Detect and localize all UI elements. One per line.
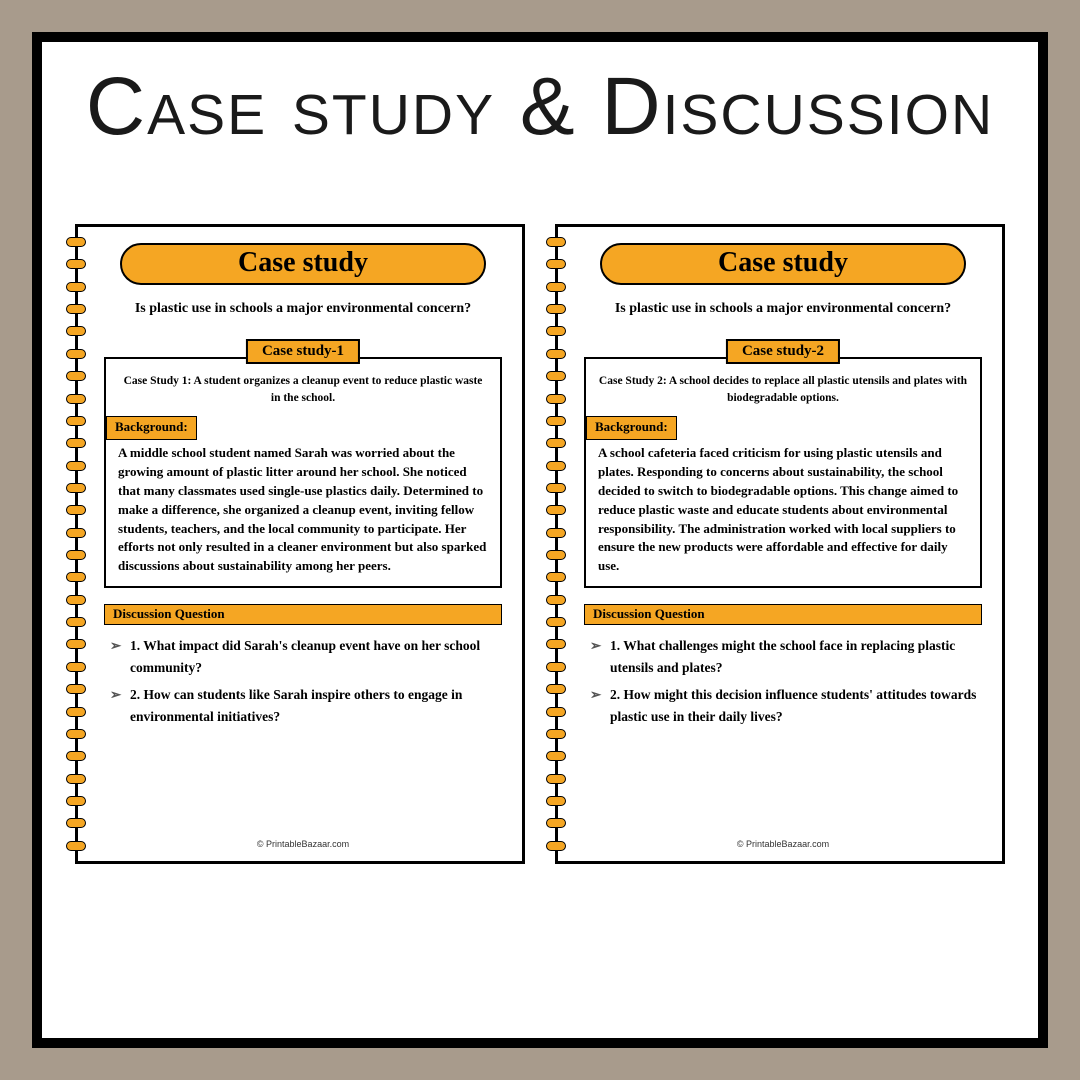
spiral-ring-icon (546, 528, 566, 538)
sheets-row: Case study Is plastic use in schools a m… (42, 224, 1038, 864)
spiral-ring-icon (546, 796, 566, 806)
case-summary: Case Study 1: A student organizes a clea… (118, 373, 488, 406)
background-text: A school cafeteria faced criticism for u… (598, 444, 968, 576)
spiral-ring-icon (546, 461, 566, 471)
spiral-ring-icon (546, 349, 566, 359)
spiral-ring-icon (546, 729, 566, 739)
spiral-ring-icon (546, 841, 566, 851)
spiral-ring-icon (66, 528, 86, 538)
spiral-ring-icon (66, 751, 86, 761)
question-list: 1. What challenges might the school face… (584, 635, 982, 733)
spiral-ring-icon (546, 572, 566, 582)
spiral-ring-icon (546, 483, 566, 493)
spiral-ring-icon (66, 237, 86, 247)
spiral-ring-icon (546, 237, 566, 247)
background-label: Background: (106, 416, 197, 440)
spiral-ring-icon (66, 617, 86, 627)
worksheet-subtitle: Is plastic use in schools a major enviro… (584, 301, 982, 317)
spiral-ring-icon (66, 595, 86, 605)
page-title: Case study & Discussion (42, 60, 1038, 154)
spiral-ring-icon (66, 639, 86, 649)
spiral-ring-icon (66, 729, 86, 739)
spiral-ring-icon (66, 550, 86, 560)
question-item: 1. What challenges might the school face… (590, 635, 978, 678)
banner-title: Case study (120, 243, 486, 285)
spiral-ring-icon (66, 416, 86, 426)
spiral-ring-icon (546, 371, 566, 381)
spiral-ring-icon (66, 707, 86, 717)
spiral-ring-icon (66, 662, 86, 672)
spiral-binding (66, 237, 90, 851)
spiral-ring-icon (66, 684, 86, 694)
worksheet-subtitle: Is plastic use in schools a major enviro… (104, 301, 502, 317)
main-frame: Case study & Discussion Case study Is pl… (32, 32, 1048, 1048)
spiral-ring-icon (546, 416, 566, 426)
spiral-ring-icon (66, 841, 86, 851)
spiral-ring-icon (546, 438, 566, 448)
worksheet-1: Case study Is plastic use in schools a m… (75, 224, 525, 864)
question-list: 1. What impact did Sarah's cleanup event… (104, 635, 502, 733)
spiral-ring-icon (546, 394, 566, 404)
spiral-ring-icon (66, 483, 86, 493)
spiral-ring-icon (546, 282, 566, 292)
case-box-label: Case study-1 (246, 339, 360, 364)
spiral-ring-icon (66, 394, 86, 404)
spiral-ring-icon (66, 304, 86, 314)
spiral-ring-icon (66, 438, 86, 448)
case-box-wrap: Case study-1 Case Study 1: A student org… (104, 357, 502, 588)
spiral-ring-icon (66, 461, 86, 471)
question-item: 2. How might this decision influence stu… (590, 684, 978, 727)
spiral-ring-icon (546, 774, 566, 784)
spiral-ring-icon (66, 371, 86, 381)
discussion-label: Discussion Question (584, 604, 982, 625)
spiral-ring-icon (66, 796, 86, 806)
spiral-ring-icon (66, 505, 86, 515)
background-text: A middle school student named Sarah was … (118, 444, 488, 576)
spiral-ring-icon (66, 818, 86, 828)
background-label: Background: (586, 416, 677, 440)
worksheet-2-inner: Case study Is plastic use in schools a m… (558, 227, 1002, 861)
banner-title: Case study (600, 243, 966, 285)
discussion-label: Discussion Question (104, 604, 502, 625)
spiral-ring-icon (66, 326, 86, 336)
sheet-footer: © PrintableBazaar.com (584, 839, 982, 853)
spiral-ring-icon (546, 595, 566, 605)
case-box: Case Study 2: A school decides to replac… (584, 357, 982, 588)
sheet-footer: © PrintableBazaar.com (104, 839, 502, 853)
spiral-ring-icon (546, 751, 566, 761)
spiral-ring-icon (546, 304, 566, 314)
spiral-ring-icon (66, 572, 86, 582)
spiral-ring-icon (546, 639, 566, 649)
spiral-ring-icon (546, 818, 566, 828)
spiral-ring-icon (546, 617, 566, 627)
spiral-ring-icon (546, 326, 566, 336)
worksheet-2: Case study Is plastic use in schools a m… (555, 224, 1005, 864)
spiral-ring-icon (546, 259, 566, 269)
spiral-ring-icon (546, 707, 566, 717)
spiral-ring-icon (546, 505, 566, 515)
spiral-ring-icon (66, 259, 86, 269)
spiral-ring-icon (546, 550, 566, 560)
spiral-ring-icon (66, 349, 86, 359)
spiral-ring-icon (546, 684, 566, 694)
spiral-binding (546, 237, 570, 851)
spiral-ring-icon (66, 774, 86, 784)
case-box-label: Case study-2 (726, 339, 840, 364)
question-item: 2. How can students like Sarah inspire o… (110, 684, 498, 727)
case-box-wrap: Case study-2 Case Study 2: A school deci… (584, 357, 982, 588)
worksheet-1-inner: Case study Is plastic use in schools a m… (78, 227, 522, 861)
spiral-ring-icon (546, 662, 566, 672)
spiral-ring-icon (66, 282, 86, 292)
case-summary: Case Study 2: A school decides to replac… (598, 373, 968, 406)
question-item: 1. What impact did Sarah's cleanup event… (110, 635, 498, 678)
case-box: Case Study 1: A student organizes a clea… (104, 357, 502, 588)
